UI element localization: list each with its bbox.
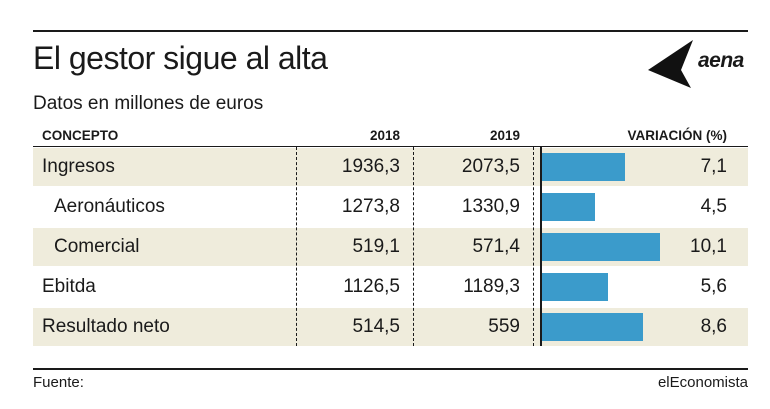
column-divider — [413, 147, 414, 346]
column-header-2018: 2018 — [369, 128, 400, 143]
bottom-rule — [33, 368, 748, 370]
logo-text: aena — [698, 49, 744, 72]
source-label: Fuente: — [33, 374, 84, 391]
cell-2019: 2073,5 — [461, 156, 520, 177]
chart-subtitle: Datos en millones de euros — [33, 93, 264, 114]
cell-2018: 1126,5 — [343, 276, 400, 297]
cell-2019: 1330,9 — [461, 196, 520, 217]
variation-label: 7,1 — [700, 156, 727, 177]
cell-2019: 559 — [488, 316, 520, 337]
top-rule — [33, 30, 748, 32]
row-label: Aeronáuticos — [54, 196, 165, 217]
table-row: Comercial 519,1 571,4 10,1 — [33, 228, 748, 266]
row-label: Ingresos — [42, 156, 115, 177]
table-row: Resultado neto 514,5 559 8,6 — [33, 308, 748, 346]
cell-2018: 1936,3 — [341, 156, 400, 177]
header-rule — [33, 146, 748, 147]
row-label: Resultado neto — [42, 316, 170, 337]
column-divider — [533, 147, 534, 346]
column-header-variation: VARIACIÓN (%) — [627, 128, 728, 143]
cell-2019: 1189,3 — [463, 276, 520, 297]
table-row: Ingresos 1936,3 2073,5 7,1 — [33, 148, 748, 186]
variation-label: 10,1 — [690, 236, 727, 257]
cell-2019: 571,4 — [472, 236, 520, 257]
variation-bar — [542, 193, 595, 221]
cell-2018: 514,5 — [352, 316, 400, 337]
variation-label: 4,5 — [700, 196, 727, 217]
variation-bar — [542, 233, 661, 261]
variation-label: 5,6 — [700, 276, 727, 297]
bar-axis-baseline — [540, 147, 542, 346]
variation-bar — [542, 273, 608, 301]
column-header-concepto: CONCEPTO — [42, 128, 119, 143]
variation-bar — [542, 313, 643, 341]
table-row: Ebitda 1126,5 1189,3 5,6 — [33, 268, 748, 306]
cell-2018: 519,1 — [352, 236, 400, 257]
variation-bar — [542, 153, 626, 181]
column-divider — [296, 147, 297, 346]
variation-label: 8,6 — [700, 316, 727, 337]
column-header-2019: 2019 — [489, 128, 520, 143]
row-label: Comercial — [54, 236, 140, 257]
publisher-label: elEconomista — [657, 374, 748, 391]
row-label: Ebitda — [42, 276, 96, 297]
cell-2018: 1273,8 — [341, 196, 400, 217]
chart-title: El gestor sigue al alta — [33, 40, 328, 76]
table-row: Aeronáuticos 1273,8 1330,9 4,5 — [33, 188, 748, 226]
aena-logo-icon — [648, 40, 693, 88]
